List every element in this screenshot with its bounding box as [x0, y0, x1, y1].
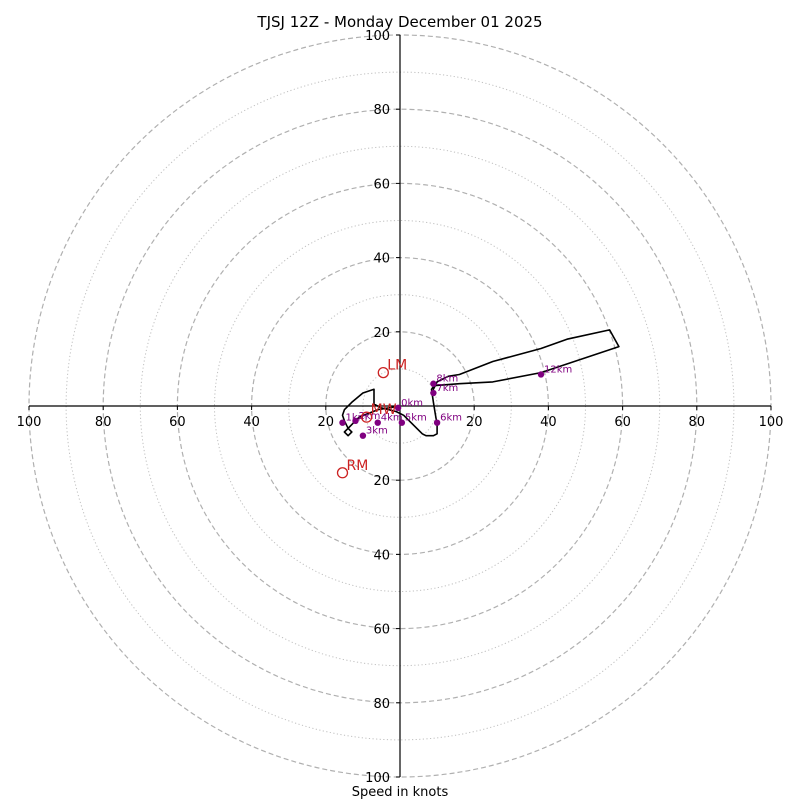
y-tick-label: 60 — [373, 623, 390, 638]
x-tick-label: 40 — [243, 415, 260, 430]
height-label-4km: 4km — [381, 413, 403, 424]
x-tick-label: 40 — [540, 415, 557, 430]
motion-label-LM: LM — [387, 358, 407, 374]
hodograph-trace — [341, 329, 620, 437]
motion-label-MW: MW — [371, 402, 397, 418]
y-tick-label: 20 — [373, 474, 390, 489]
height-point-4km — [374, 419, 381, 426]
x-tick-label: 60 — [614, 415, 631, 430]
height-label-7km: 7km — [436, 383, 458, 394]
x-tick-label: 100 — [759, 415, 784, 430]
height-point-12km — [537, 371, 545, 378]
x-tick-label: 80 — [95, 415, 112, 430]
height-point-7km — [430, 389, 437, 397]
storm-motion: LM RM MW — [336, 358, 407, 479]
motion-marker-LM — [377, 366, 389, 379]
height-label-2km: 2km — [358, 411, 380, 422]
motion-label-RM: RM — [346, 458, 368, 474]
y-tick-label: 80 — [373, 697, 390, 712]
y-tick-label: 60 — [373, 177, 390, 192]
chart-title: TJSJ 12Z - Monday December 01 2025 — [256, 13, 542, 31]
motion-marker-MW — [360, 411, 373, 423]
y-tick-label: 100 — [365, 29, 390, 44]
height-point-6km — [433, 419, 441, 426]
height-label-5km: 5km — [405, 413, 427, 424]
x-tick-label: 60 — [169, 415, 186, 430]
height-point-5km — [398, 419, 406, 426]
tick-labels: 20 20 20 20 40 40 40 40 60 60 60 60 80 80 80 80 100 100 10… — [17, 29, 784, 786]
height-label-8km: 8km — [436, 374, 458, 385]
height-point-0km — [394, 404, 402, 412]
height-label-0km: 0km — [401, 398, 423, 409]
motion-marker-RM — [336, 467, 349, 479]
height-point-1km — [339, 419, 346, 426]
height-label-6km: 6km — [440, 413, 462, 424]
height-point-2km — [352, 417, 359, 425]
y-tick-label: 40 — [373, 252, 390, 267]
x-tick-label: 20 — [318, 415, 335, 430]
y-tick-label: 40 — [373, 548, 390, 563]
height-points: 0km1km2km3km4km5km6km7km8km12km — [339, 364, 572, 439]
x-tick-label: 20 — [466, 415, 483, 430]
x-tick-label: 100 — [17, 415, 42, 430]
y-tick-label: 100 — [365, 771, 390, 786]
x-tick-label: 80 — [689, 415, 706, 430]
hodograph-line — [341, 329, 620, 437]
x-axis-label: Speed in knots — [352, 785, 449, 800]
height-label-12km: 12km — [544, 364, 572, 375]
height-label-3km: 3km — [366, 426, 388, 437]
height-point-3km — [359, 432, 367, 439]
y-tick-label: 20 — [373, 326, 390, 341]
height-point-8km — [430, 380, 437, 387]
y-tick-label: 80 — [373, 103, 390, 118]
